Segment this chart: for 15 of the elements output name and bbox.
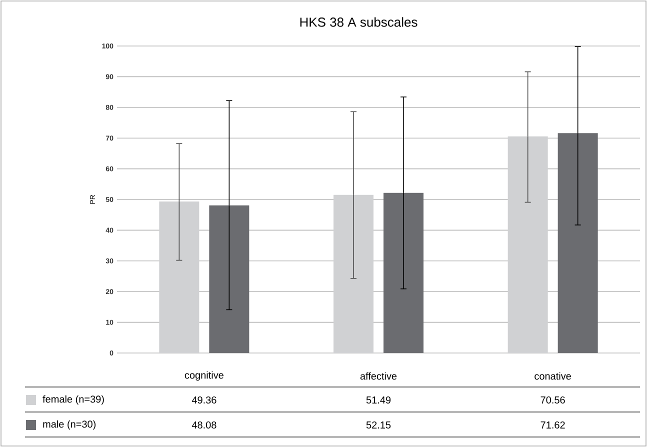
data-label: 70.56 [540,396,565,404]
x-tick-label: cognitive [184,371,224,381]
bar [508,136,548,353]
legend-label: male (n=30) [43,420,96,430]
data-label: 52.15 [366,421,391,429]
chart-title: HKS 38 A subscales [300,17,418,27]
data-label: 71.62 [540,421,565,429]
data-label: 51.49 [366,396,391,404]
x-tick-label: affective [360,372,397,380]
legend-label: female (n=39) [42,395,104,405]
bar [159,201,200,353]
data-label: 49.36 [192,396,216,404]
bar [558,133,598,353]
data-label: 48.08 [192,421,216,429]
x-tick-label: conative [534,372,571,380]
